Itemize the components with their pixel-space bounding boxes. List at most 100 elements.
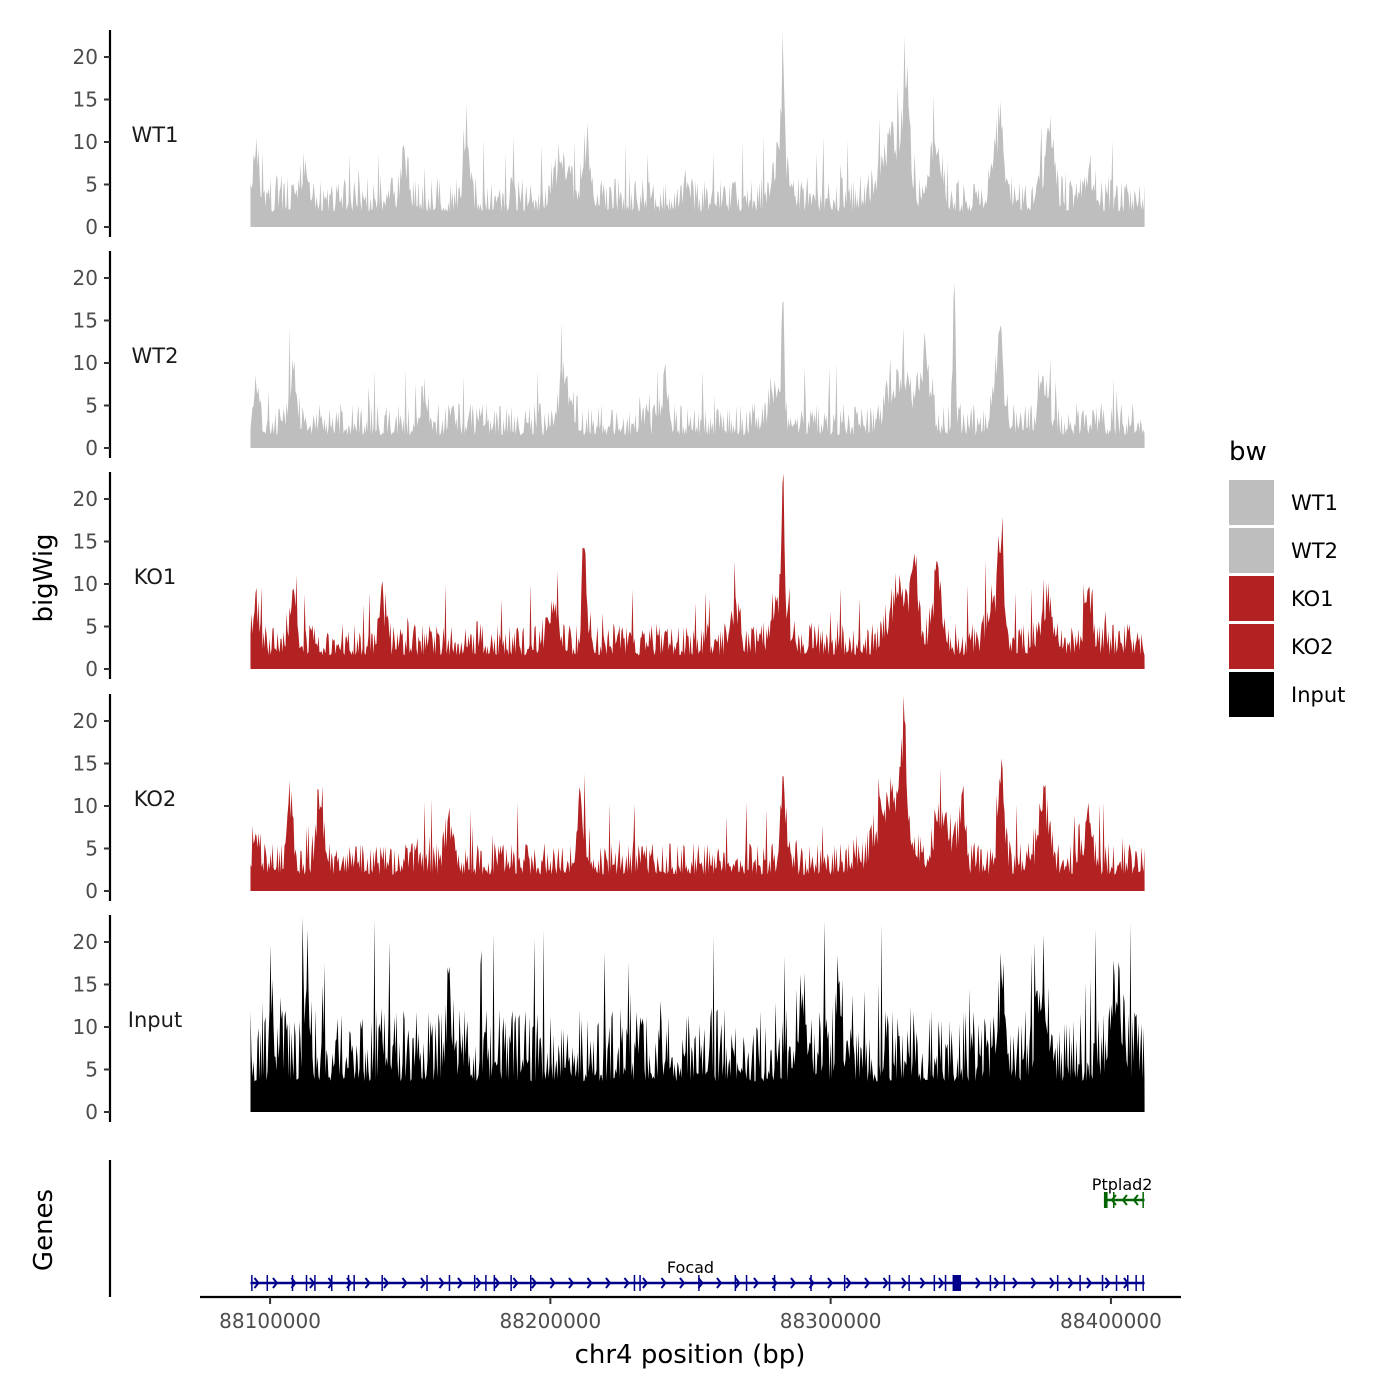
strand-arrow	[586, 1277, 593, 1289]
y-axis-title-bigwig: bigWig	[29, 533, 59, 622]
gene-label-ptplad2: Ptplad2	[1092, 1175, 1153, 1194]
strand-arrow	[919, 1277, 926, 1289]
y-tick-label: 5	[85, 615, 98, 639]
legend-title: bw	[1229, 437, 1267, 467]
track-label-input: Input	[128, 1008, 182, 1032]
strand-arrow	[568, 1277, 575, 1289]
legend-label-wt1: WT1	[1291, 491, 1338, 515]
track-wt1: 0 5 10 15 20 WT1	[73, 30, 1145, 239]
y-tick-label: 10	[73, 794, 98, 818]
strand-arrow	[993, 1277, 1000, 1289]
legend-swatch-input	[1229, 672, 1274, 717]
legend-label-ko1: KO1	[1291, 587, 1334, 611]
strand-arrow	[1086, 1277, 1093, 1289]
strand-arrow	[420, 1277, 427, 1289]
strand-arrow	[438, 1277, 445, 1289]
strand-arrow	[845, 1277, 852, 1289]
strand-arrow	[549, 1277, 556, 1289]
y-tick-label: 5	[85, 394, 98, 418]
signal-area-wt2	[250, 283, 1145, 448]
y-tick-label: 0	[85, 657, 98, 681]
y-tick-label: 0	[85, 1100, 98, 1124]
legend-swatch-wt2	[1229, 528, 1274, 573]
strand-arrow	[401, 1277, 408, 1289]
strand-arrow	[1110, 1194, 1117, 1206]
strand-arrow	[827, 1277, 834, 1289]
signal-area-wt1	[250, 31, 1145, 227]
legend-swatch-wt1	[1229, 480, 1274, 525]
y-tick-label: 20	[73, 930, 98, 954]
exon-block	[1103, 1192, 1108, 1208]
strand-arrow	[864, 1277, 871, 1289]
strand-arrow	[623, 1277, 630, 1289]
y-tick-label: 10	[73, 1015, 98, 1039]
legend-label-input: Input	[1291, 683, 1345, 707]
y-tick-label: 5	[85, 837, 98, 861]
strand-arrow	[364, 1277, 371, 1289]
y-axis-title-genes: Genes	[29, 1189, 59, 1271]
y-tick-label: 15	[73, 752, 98, 776]
y-tick-label: 10	[73, 351, 98, 375]
strand-arrow	[309, 1277, 316, 1289]
y-tick-label: 0	[85, 879, 98, 903]
strand-arrow	[531, 1277, 538, 1289]
gene-label-focad: Focad	[667, 1258, 714, 1277]
track-label-ko2: KO2	[134, 787, 177, 811]
y-tick-label: 5	[85, 1058, 98, 1082]
genes-panel: Focad Ptplad2	[108, 1160, 1153, 1297]
strand-arrow	[975, 1277, 982, 1289]
gene-ptplad2: Ptplad2	[1092, 1175, 1153, 1208]
strand-arrow	[605, 1277, 612, 1289]
y-tick-label: 10	[73, 130, 98, 154]
signal-tracks: 0 5 10 15 20 WT1 0 5 10 15 20 WT2 0 5 10 15 20 KO1 0 5 10 15 2…	[73, 30, 1145, 1124]
legend-label-wt2: WT2	[1291, 539, 1338, 563]
y-tick-label: 15	[73, 530, 98, 554]
y-tick-label: 15	[73, 88, 98, 112]
y-tick-label: 0	[85, 436, 98, 460]
strand-arrow	[790, 1277, 797, 1289]
y-tick-label: 20	[73, 487, 98, 511]
strand-arrow	[383, 1277, 390, 1289]
x-tick-label: 88300000	[780, 1309, 882, 1333]
strand-arrow	[1030, 1277, 1037, 1289]
legend-label-ko2: KO2	[1291, 635, 1334, 659]
strand-arrow	[697, 1277, 704, 1289]
track-label-ko1: KO1	[134, 565, 177, 589]
x-tick-label: 88400000	[1060, 1309, 1162, 1333]
strand-arrow	[253, 1277, 260, 1289]
track-wt2: 0 5 10 15 20 WT2	[73, 251, 1145, 460]
y-tick-label: 15	[73, 309, 98, 333]
track-ko1: 0 5 10 15 20 KO1	[73, 472, 1145, 681]
strand-arrow	[1121, 1194, 1128, 1206]
strand-arrow	[457, 1277, 464, 1289]
strand-arrow	[1132, 1194, 1139, 1206]
track-label-wt1: WT1	[132, 123, 179, 147]
strand-arrow	[660, 1277, 667, 1289]
signal-area-input	[250, 916, 1145, 1112]
strand-arrow	[1104, 1277, 1111, 1289]
strand-arrow	[882, 1277, 889, 1289]
track-input: 0 5 10 15 20 Input	[73, 915, 1145, 1124]
signal-area-ko1	[250, 473, 1145, 669]
strand-arrow	[716, 1277, 723, 1289]
y-tick-label: 0	[85, 215, 98, 239]
y-tick-label: 20	[73, 709, 98, 733]
strand-arrow	[475, 1277, 482, 1289]
x-axis-title: chr4 position (bp)	[575, 1340, 806, 1370]
strand-arrow	[494, 1277, 501, 1289]
strand-arrow	[901, 1277, 908, 1289]
strand-arrow	[753, 1277, 760, 1289]
track-ko2: 0 5 10 15 20 KO2	[73, 694, 1145, 903]
strand-arrow	[512, 1277, 519, 1289]
exon-block	[952, 1275, 961, 1291]
y-tick-label: 15	[73, 973, 98, 997]
strand-arrow	[642, 1277, 649, 1289]
legend-swatch-ko1	[1229, 576, 1274, 621]
strand-arrow	[734, 1277, 741, 1289]
strand-arrow	[771, 1277, 778, 1289]
x-tick-label: 88200000	[499, 1309, 601, 1333]
strand-arrow	[938, 1277, 945, 1289]
strand-arrow	[1049, 1277, 1056, 1289]
y-tick-label: 5	[85, 173, 98, 197]
